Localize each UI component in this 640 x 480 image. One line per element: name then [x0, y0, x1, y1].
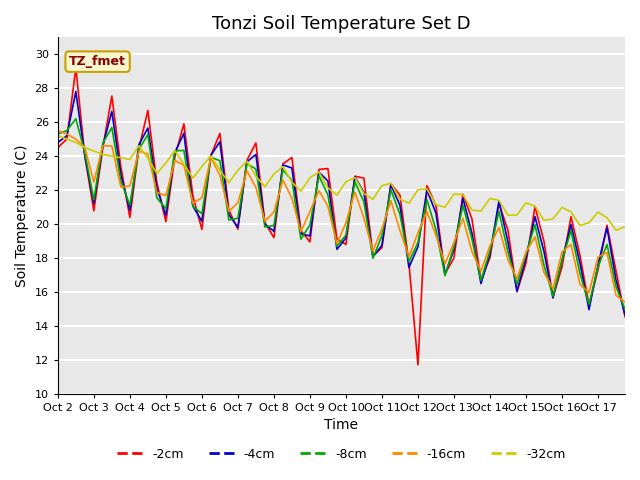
-4cm	[135, 142, 143, 147]
-2cm	[342, 241, 349, 247]
-4cm	[432, 210, 440, 216]
-32cm	[369, 196, 377, 202]
-2cm	[432, 203, 440, 208]
-32cm	[414, 187, 422, 192]
-4cm	[378, 242, 386, 248]
-2cm	[414, 362, 422, 368]
-2cm	[135, 146, 143, 152]
-2cm	[441, 271, 449, 277]
Y-axis label: Soil Temperature (C): Soil Temperature (C)	[15, 144, 29, 287]
-2cm	[297, 228, 305, 233]
Line: -16cm: -16cm	[58, 131, 625, 302]
-16cm	[369, 248, 377, 254]
-32cm	[612, 228, 620, 233]
-32cm	[423, 186, 431, 192]
Legend: -2cm, -4cm, -8cm, -16cm, -32cm: -2cm, -4cm, -8cm, -16cm, -32cm	[112, 443, 571, 466]
-16cm	[288, 195, 296, 201]
Line: -32cm: -32cm	[58, 136, 625, 230]
-8cm	[432, 227, 440, 233]
-4cm	[72, 89, 79, 95]
-32cm	[621, 224, 629, 229]
-8cm	[342, 232, 349, 238]
-8cm	[297, 236, 305, 242]
-2cm	[378, 245, 386, 251]
-8cm	[54, 131, 61, 137]
-32cm	[288, 179, 296, 185]
-2cm	[54, 145, 61, 151]
Line: -4cm: -4cm	[58, 92, 625, 315]
Line: -8cm: -8cm	[58, 119, 625, 309]
-32cm	[54, 133, 61, 139]
-8cm	[621, 306, 629, 312]
-2cm	[621, 314, 629, 320]
-32cm	[126, 156, 134, 162]
-16cm	[333, 241, 340, 247]
-16cm	[621, 300, 629, 305]
Text: TZ_fmet: TZ_fmet	[69, 55, 126, 68]
-8cm	[135, 146, 143, 152]
-16cm	[54, 128, 61, 133]
-32cm	[333, 192, 340, 198]
-8cm	[423, 197, 431, 203]
-8cm	[378, 233, 386, 239]
-4cm	[342, 235, 349, 241]
X-axis label: Time: Time	[324, 418, 358, 432]
-4cm	[54, 140, 61, 145]
-16cm	[414, 230, 422, 236]
Line: -2cm: -2cm	[58, 68, 625, 365]
-2cm	[72, 65, 79, 71]
-16cm	[126, 183, 134, 189]
-4cm	[621, 312, 629, 318]
-16cm	[423, 209, 431, 215]
-8cm	[72, 116, 79, 121]
-4cm	[297, 231, 305, 237]
-4cm	[423, 187, 431, 193]
Title: Tonzi Soil Temperature Set D: Tonzi Soil Temperature Set D	[212, 15, 471, 33]
